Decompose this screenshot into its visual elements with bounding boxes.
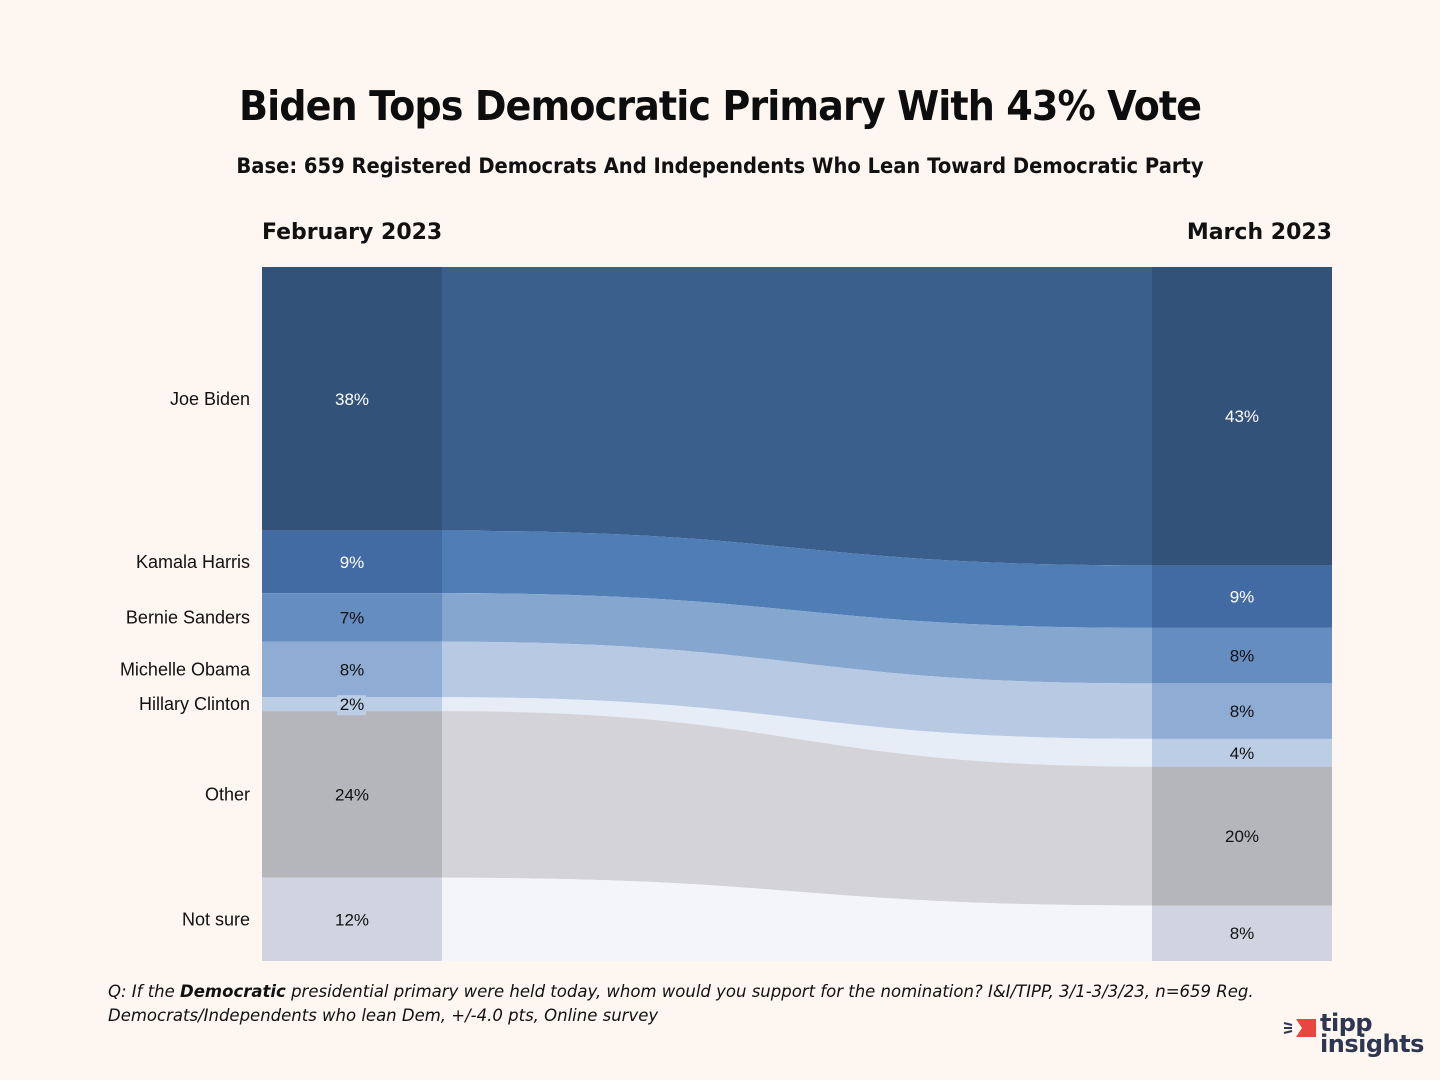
bar-mar-kamala-harris xyxy=(1152,565,1332,628)
value-label-mar-hillary-clinton: 4% xyxy=(1230,744,1255,763)
footnote-line1: presidential primary were held today, wh… xyxy=(285,982,1254,1001)
tipp-insights-logo: tipp insights xyxy=(1282,1009,1427,1063)
megaphone-icon xyxy=(1283,1019,1316,1037)
chart-title: Biden Tops Democratic Primary With 43% V… xyxy=(238,82,1202,130)
logo-text-insights: insights xyxy=(1320,1030,1424,1058)
value-label-mar-joe-biden: 43% xyxy=(1225,407,1259,426)
value-label-mar-not-sure: 8% xyxy=(1230,924,1255,943)
footnote-emphasis: Democratic xyxy=(180,982,286,1001)
bar-feb-joe-biden xyxy=(262,267,442,531)
bar-feb-kamala-harris xyxy=(262,530,442,594)
bar-feb-other xyxy=(262,711,442,878)
category-label-michelle-obama: Michelle Obama xyxy=(120,660,251,680)
bar-feb-michelle-obama xyxy=(262,641,442,698)
category-label-bernie-sanders: Bernie Sanders xyxy=(126,607,250,627)
value-label-feb-not-sure: 12% xyxy=(335,910,369,929)
value-label-bg-feb-hillary-clinton xyxy=(337,695,366,716)
chart-subtitle: Base: 659 Registered Democrats And Indep… xyxy=(236,154,1204,178)
bar-feb-not-sure xyxy=(262,877,442,961)
flow-hillary-clinton xyxy=(442,697,1152,767)
bar-mar-not-sure xyxy=(1152,905,1332,961)
value-label-feb-bernie-sanders: 7% xyxy=(340,608,365,627)
value-label-feb-hillary-clinton: 2% xyxy=(340,695,365,714)
flow-michelle-obama xyxy=(442,641,1152,739)
category-label-hillary-clinton: Hillary Clinton xyxy=(139,694,250,714)
value-label-mar-kamala-harris: 9% xyxy=(1230,588,1255,607)
category-label-other: Other xyxy=(205,784,250,804)
bar-feb-bernie-sanders xyxy=(262,593,442,642)
footnote-prefix: Q: If the xyxy=(108,982,181,1001)
value-label-feb-joe-biden: 38% xyxy=(335,390,369,409)
bar-mar-bernie-sanders xyxy=(1152,627,1332,684)
value-label-feb-other: 24% xyxy=(335,785,369,804)
flow-not-sure xyxy=(442,877,1152,961)
flow-bernie-sanders xyxy=(442,593,1152,684)
period-label-february: February 2023 xyxy=(262,220,443,245)
footnote-line2: Democrats/Independents who lean Dem, +/-… xyxy=(108,1006,659,1025)
category-label-joe-biden: Joe Biden xyxy=(170,389,250,409)
value-label-mar-bernie-sanders: 8% xyxy=(1230,647,1255,666)
value-label-feb-kamala-harris: 9% xyxy=(340,553,365,572)
bar-mar-other xyxy=(1152,766,1332,906)
value-label-feb-michelle-obama: 8% xyxy=(340,661,365,680)
footnote: Q: If the Democratic presidential primar… xyxy=(108,980,1338,1028)
category-label-kamala-harris: Kamala Harris xyxy=(136,552,250,572)
category-label-not-sure: Not sure xyxy=(182,909,250,929)
period-label-march: March 2023 xyxy=(1186,220,1332,245)
value-label-mar-other: 20% xyxy=(1225,827,1259,846)
value-label-mar-michelle-obama: 8% xyxy=(1230,702,1255,721)
bar-mar-michelle-obama xyxy=(1152,683,1332,739)
flow-joe-biden xyxy=(442,267,1152,566)
bar-mar-joe-biden xyxy=(1152,267,1332,566)
flow-other xyxy=(442,711,1152,906)
bar-mar-hillary-clinton xyxy=(1152,738,1332,767)
flow-kamala-harris xyxy=(442,530,1152,628)
logo-text-tipp: tipp xyxy=(1320,1009,1373,1037)
